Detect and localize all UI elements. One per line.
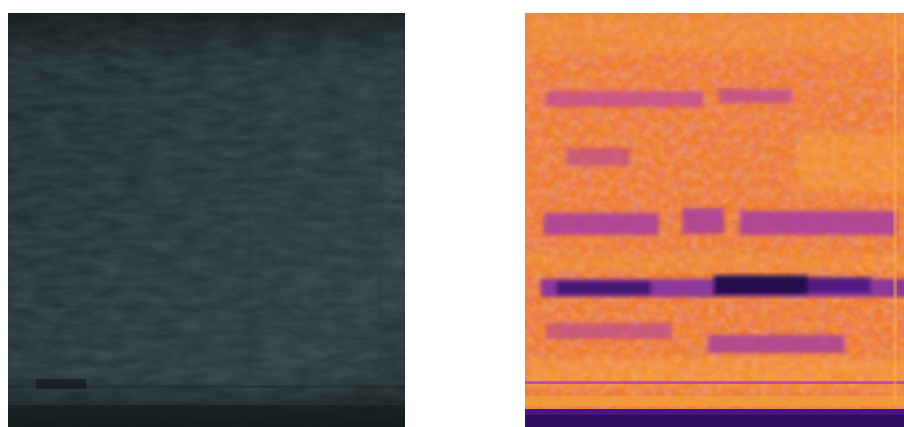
grayscale-dark-mark <box>36 379 86 389</box>
grayscale-textured-input-image <box>8 13 405 427</box>
grayscale-bottom-edge <box>8 405 405 427</box>
grayscale-vignette <box>8 13 405 427</box>
heatmap-dark-band <box>540 275 904 297</box>
heatmap-right-streak <box>893 13 897 403</box>
heatmap-magenta-rows <box>543 89 897 353</box>
heatmap-svg <box>525 13 904 427</box>
inferno-colormap-heatmap-image <box>525 13 904 427</box>
heatmap-bottom-stripe-dark <box>525 415 904 427</box>
grayscale-image-svg <box>8 13 405 427</box>
heatmap-thin-line <box>525 381 904 384</box>
heatmap-yellow-patches <box>525 13 904 388</box>
heatmap-bottom-gap <box>525 396 904 406</box>
